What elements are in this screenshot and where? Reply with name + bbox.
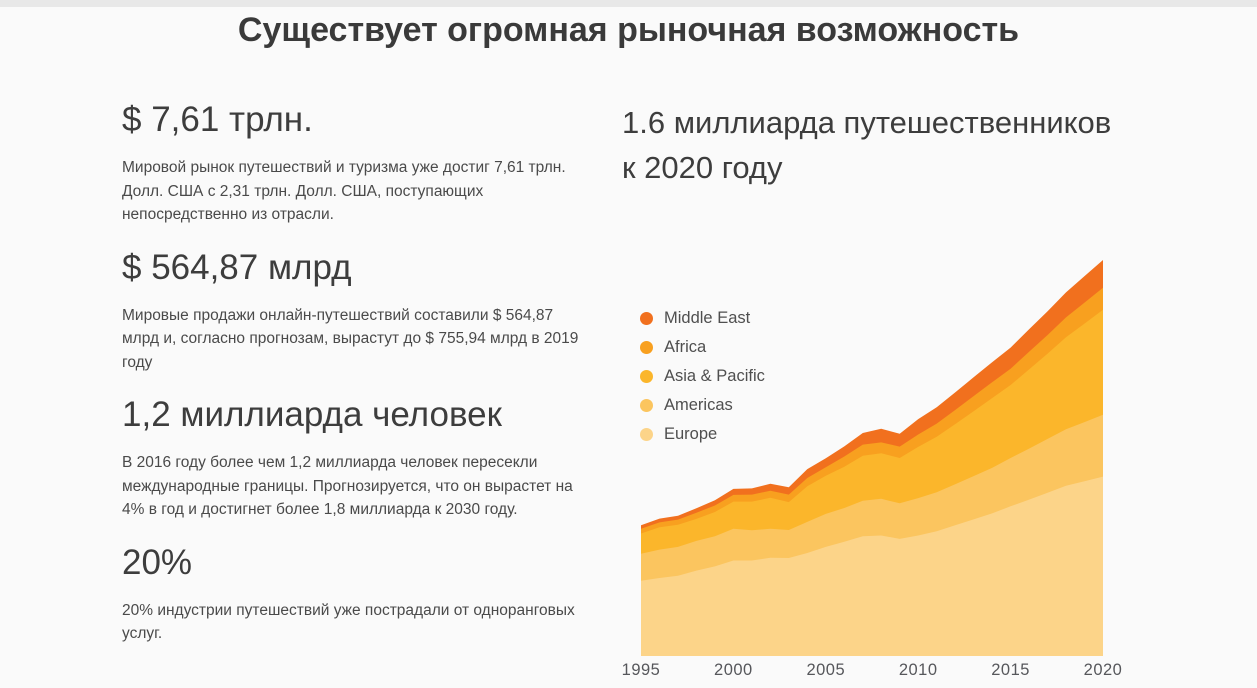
chart-legend: Middle East Africa Asia & Pacific Americ… — [640, 304, 765, 449]
legend-item-middle-east: Middle East — [640, 304, 765, 333]
legend-dot-icon — [640, 399, 653, 412]
x-tick-label: 2020 — [1083, 661, 1123, 679]
stacked-area-chart — [641, 260, 1103, 656]
section-title: Существует огромная рыночная возможность — [237, 11, 1020, 49]
x-tick-label: 2015 — [991, 661, 1030, 679]
stat-description: Мировой рынок путешествий и туризма уже … — [122, 159, 566, 223]
x-tick-label: 1995 — [621, 661, 661, 679]
area-band — [641, 476, 1103, 656]
legend-label: Asia & Pacific — [664, 367, 765, 385]
x-axis-labels: 1995 2000 2005 2010 2015 2020 — [620, 661, 1122, 683]
legend-label: Africa — [664, 338, 707, 356]
stat-block-market-size: $ 7,61 трлн. Мировой рынок путешествий и… — [122, 100, 594, 227]
x-tick-label: 2010 — [898, 661, 938, 679]
legend-item-africa: Africa — [640, 333, 765, 362]
top-divider-bar — [0, 0, 1257, 7]
stat-value: $ 7,61 трлн. — [122, 100, 313, 139]
stat-block-industry-share: 20% 20% индустрии путешествий уже постра… — [122, 543, 594, 646]
legend-label: Europe — [664, 425, 718, 443]
legend-item-asia-pacific: Asia & Pacific — [640, 362, 765, 391]
stat-value: $ 564,87 млрд — [122, 247, 352, 287]
chart-heading: 1.6 миллиарда путешественников к 2020 го… — [622, 105, 1112, 185]
legend-label: Americas — [664, 396, 733, 414]
stat-description: В 2016 году более чем 1,2 миллиарда чело… — [122, 454, 573, 518]
stat-block-online-sales: $ 564,87 млрд Мировые продажи онлайн-пут… — [122, 248, 594, 375]
stat-description: 20% индустрии путешествий уже пострадали… — [122, 601, 575, 643]
legend-dot-icon — [640, 312, 653, 325]
legend-dot-icon — [640, 341, 653, 354]
x-tick-label: 2005 — [806, 661, 846, 679]
legend-label: Middle East — [664, 309, 751, 327]
stat-block-travelers: 1,2 миллиарда человек В 2016 году более … — [122, 395, 594, 522]
legend-dot-icon — [640, 370, 653, 383]
legend-item-americas: Americas — [640, 391, 765, 420]
legend-item-europe: Europe — [640, 420, 765, 449]
stat-description: Мировые продажи онлайн-путешествий соста… — [122, 306, 579, 371]
x-tick-label: 2000 — [714, 661, 753, 679]
stat-value: 1,2 миллиарда человек — [122, 395, 502, 434]
stat-value: 20% — [122, 542, 193, 582]
stats-column: $ 7,61 трлн. Мировой рынок путешествий и… — [122, 100, 594, 646]
legend-dot-icon — [640, 428, 653, 441]
